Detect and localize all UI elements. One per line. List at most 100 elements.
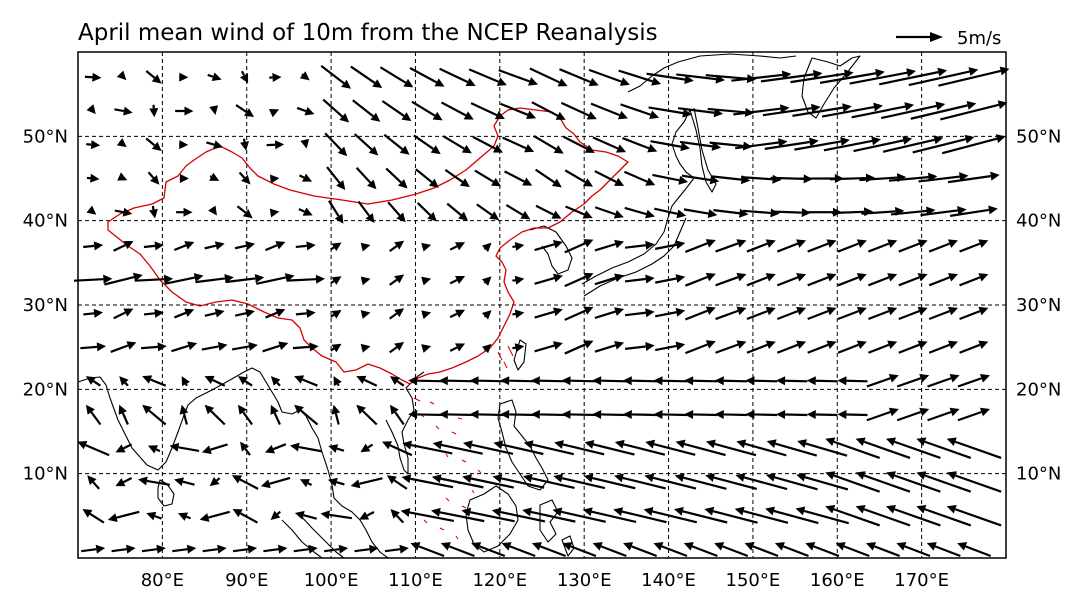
- wind-vector: [704, 506, 758, 524]
- wind-vector: [115, 443, 133, 453]
- wind-vector: [683, 208, 718, 219]
- wind-vector: [149, 205, 158, 219]
- wind-vector: [270, 404, 281, 425]
- wind-vector: [825, 471, 881, 493]
- wind-vector: [330, 276, 342, 285]
- wind-vector: [949, 205, 998, 217]
- wind-vector: [594, 307, 625, 319]
- wind-vector: [80, 342, 107, 352]
- wind-vector: [387, 201, 406, 223]
- wind-vector: [449, 242, 466, 251]
- longitude-tick-label: 160°E: [810, 570, 865, 591]
- wind-vector: [583, 473, 636, 490]
- wind-vector: [410, 542, 445, 557]
- wind-vector: [442, 135, 472, 154]
- wind-vector: [260, 476, 291, 489]
- wind-vector: [356, 375, 378, 387]
- wind-vector: [320, 510, 353, 520]
- wind-vector: [797, 439, 848, 457]
- wind-vector: [204, 308, 225, 318]
- wind-vector: [584, 440, 635, 456]
- wind-vector: [522, 507, 576, 523]
- wind-vector: [896, 542, 931, 557]
- wind-vector: [531, 101, 566, 120]
- latitude-tick-label: 30°N: [23, 295, 68, 316]
- wind-vector: [232, 509, 258, 524]
- wind-vector: [143, 308, 164, 318]
- wind-vector: [806, 409, 838, 419]
- wind-vector: [946, 471, 1002, 493]
- wind-vector: [294, 510, 317, 520]
- wind-vector: [592, 136, 627, 153]
- wind-vector: [674, 506, 728, 524]
- wind-vector: [269, 208, 280, 218]
- wind-vector: [503, 170, 533, 186]
- wind-vector: [898, 273, 928, 287]
- wind-vector: [959, 239, 989, 253]
- wind-vector: [910, 100, 977, 120]
- wind-vector: [231, 475, 259, 490]
- wind-vector: [534, 307, 563, 319]
- wind-vector: [868, 340, 898, 354]
- wind-vector: [684, 272, 716, 287]
- wind-vector: [481, 242, 492, 253]
- wind-vector: [501, 542, 536, 557]
- wind-vector: [940, 100, 1008, 121]
- wind-vector: [614, 473, 666, 490]
- wind-vector: [324, 132, 348, 157]
- wind-vector: [116, 70, 127, 81]
- wind-vector: [468, 68, 507, 86]
- wind-vector: [880, 101, 946, 120]
- wind-vector: [853, 135, 913, 153]
- wind-vector: [764, 137, 819, 150]
- wind-vector: [379, 66, 414, 88]
- wind-vector: [113, 308, 134, 320]
- wind-vector: [645, 439, 696, 456]
- wind-vector: [652, 173, 689, 185]
- wind-vector: [330, 343, 342, 353]
- wind-vector: [181, 376, 190, 387]
- wind-vector: [209, 105, 219, 115]
- wind-vector: [81, 544, 106, 554]
- latitude-tick-label: 20°N: [1016, 379, 1061, 400]
- wind-vector: [765, 506, 819, 525]
- wind-vector: [807, 306, 837, 321]
- wind-vector: [207, 72, 222, 82]
- wind-vector: [535, 168, 562, 188]
- wind-vector: [113, 241, 134, 252]
- wind-vector: [322, 98, 350, 123]
- wind-vector: [790, 69, 854, 84]
- wind-vector: [530, 376, 567, 386]
- map-title: April mean wind of 10m from the NCEP Rea…: [78, 20, 658, 46]
- wind-vector: [534, 341, 563, 353]
- wind-vector: [588, 68, 630, 86]
- sulawesi-coastline: [539, 499, 559, 543]
- wind-vector: [683, 542, 718, 557]
- wind-vector: [582, 507, 637, 524]
- wind-vector: [357, 200, 375, 223]
- wind-vector: [382, 441, 413, 457]
- wind-vector: [86, 205, 97, 215]
- wind-vector: [389, 308, 405, 320]
- wind-vector: [614, 439, 666, 456]
- wind-vector: [449, 343, 466, 352]
- wind-vector: [624, 308, 655, 318]
- wind-vector: [561, 376, 597, 386]
- wind-vector: [594, 206, 624, 219]
- wind-vector: [714, 376, 748, 386]
- wind-vector: [882, 135, 944, 153]
- wind-vector: [746, 340, 776, 354]
- wind-vector: [384, 544, 409, 554]
- wind-vector: [111, 544, 136, 554]
- wind-vector: [237, 404, 253, 426]
- wind-vector: [204, 375, 226, 387]
- wind-vector: [411, 100, 443, 121]
- philippines-coastline: [497, 399, 549, 491]
- wind-vector: [299, 71, 310, 81]
- wind-vector: [87, 475, 100, 490]
- wind-vector: [389, 341, 405, 354]
- wind-vector: [866, 542, 901, 557]
- wind-vector: [240, 70, 249, 84]
- wind-vector: [85, 404, 102, 426]
- longitude-tick-label: 110°E: [388, 570, 443, 591]
